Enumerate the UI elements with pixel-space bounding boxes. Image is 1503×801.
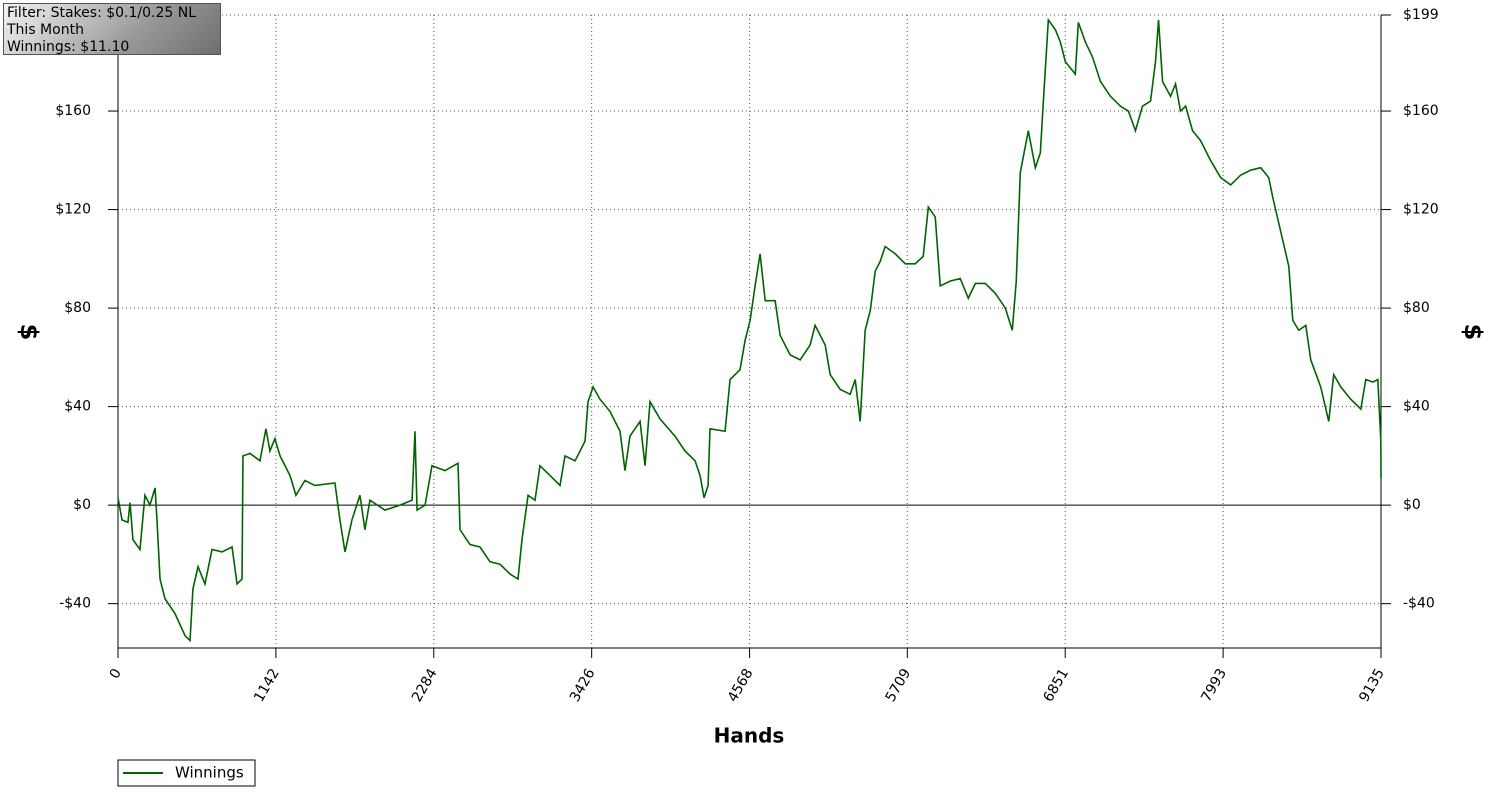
- x-tick-label: 0: [107, 666, 125, 682]
- y2-tick-label: $0: [1403, 497, 1421, 513]
- y-tick-label: $80: [64, 300, 91, 316]
- y2-axis-title: $: [1459, 324, 1487, 341]
- filter-box: Filter: Stakes: $0.1/0.25 NL This Month …: [3, 3, 221, 55]
- x-tick-label: 1142: [251, 666, 283, 705]
- y2-tick-label: $80: [1403, 300, 1430, 316]
- y2-tick-label: -$40: [1403, 596, 1435, 612]
- legend-label: Winnings: [175, 764, 244, 782]
- x-tick-label: 5709: [883, 666, 915, 705]
- x-tick-label: 7993: [1198, 666, 1230, 705]
- y2-tick-label: $120: [1403, 202, 1439, 218]
- y2-tick-label: $40: [1403, 399, 1430, 415]
- filter-line: This Month: [7, 22, 84, 38]
- y-tick-label: $120: [55, 202, 91, 218]
- filter-line: Filter: Stakes: $0.1/0.25 NL: [7, 5, 197, 21]
- x-tick-label: 9135: [1356, 666, 1388, 705]
- y2-tick-label: $199: [1403, 7, 1439, 23]
- y-axis-title: $: [15, 324, 43, 341]
- y-tick-label: -$40: [59, 596, 91, 612]
- filter-line: Winnings: $11.10: [7, 39, 130, 55]
- x-tick-label: 6851: [1040, 666, 1072, 705]
- x-tick-label: 2284: [409, 666, 441, 705]
- y2-tick-label: $160: [1403, 103, 1439, 119]
- y-tick-label: $160: [55, 103, 91, 119]
- y-tick-label: $40: [64, 399, 91, 415]
- x-axis-title: Hands: [714, 724, 785, 748]
- y-tick-label: $0: [73, 497, 91, 513]
- x-tick-label: 4568: [725, 666, 757, 705]
- x-tick-label: 3426: [567, 666, 599, 705]
- winnings-line: [117, 17, 1382, 643]
